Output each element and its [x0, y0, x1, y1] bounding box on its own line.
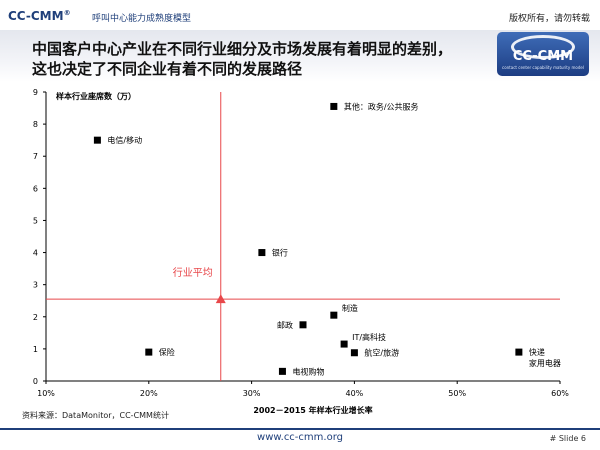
- y-tick-label: 9: [33, 88, 38, 97]
- footer-url[interactable]: www.cc-cmm.org: [257, 432, 343, 443]
- data-point-label: 家用电器: [529, 358, 561, 368]
- x-tick-label: 10%: [37, 389, 55, 398]
- footer-divider: [0, 428, 600, 430]
- source-note: 资料来源：DataMonitor，CC-CMM统计: [22, 411, 169, 420]
- data-point-label: 电信/移动: [107, 135, 142, 145]
- scatter-chart: 0 1 2 3 4 5 6 7 8 9 10% 20% 30% 40% 50% 60% 样本行业座席数（万） 20…: [33, 88, 569, 414]
- data-point: [330, 311, 338, 319]
- data-point: [145, 348, 153, 356]
- data-point-label: 制造: [342, 303, 358, 313]
- data-point: [93, 136, 101, 144]
- x-tick-label: 50%: [448, 389, 466, 398]
- brand-name: CC-CMM®: [8, 9, 71, 23]
- data-point-label: 银行: [272, 248, 288, 258]
- y-axis-title: 样本行业座席数（万）: [56, 91, 136, 101]
- logo-tagline: contact center capability maturity model: [502, 65, 584, 70]
- data-point-label: 其他：政务/公共服务: [344, 101, 419, 111]
- data-point: [350, 349, 358, 357]
- slide-title-line-2: 这也决定了不同企业有着不同的发展路径: [32, 60, 303, 78]
- x-tick-label: 20%: [140, 389, 158, 398]
- logo-text: CC-CMM: [512, 49, 574, 64]
- average-marker: [215, 294, 226, 304]
- slide-title-line-1: 中国客户中心产业在不同行业细分及市场发展有着明显的差别，: [32, 40, 453, 58]
- top-bar: CC-CMM® 呼叫中心能力成熟度模型 版权所有，请勿转载: [0, 0, 600, 28]
- cc-cmm-logo: CC-CMM contact center capability maturit…: [497, 32, 589, 76]
- x-tick-label: 30%: [243, 389, 261, 398]
- data-point-label: 航空/旅游: [364, 348, 399, 358]
- data-point: [330, 102, 338, 110]
- y-tick-label: 0: [33, 377, 38, 386]
- y-tick-label: 7: [33, 152, 38, 161]
- brand-subtitle: 呼叫中心能力成熟度模型: [92, 14, 192, 24]
- data-point: [258, 249, 266, 257]
- y-tick-label: 3: [33, 281, 38, 290]
- x-tick-label: 40%: [346, 389, 364, 398]
- data-point-label: 保险: [159, 347, 175, 357]
- data-point: [299, 321, 307, 329]
- y-tick-label: 5: [33, 216, 38, 225]
- y-tick-label: 8: [33, 120, 38, 129]
- y-tick-label: 4: [33, 249, 38, 258]
- x-tick-label: 60%: [551, 389, 569, 398]
- y-tick-label: 2: [33, 313, 38, 322]
- data-point: [515, 348, 523, 356]
- average-label: 行业平均: [173, 266, 213, 279]
- copyright-notice: 版权所有，请勿转载: [508, 14, 590, 24]
- y-tick-label: 6: [33, 184, 38, 193]
- x-axis-title: 2002－2015 年样本行业增长率: [253, 405, 372, 414]
- y-tick-label: 1: [33, 345, 38, 354]
- data-point-label: IT/高科技: [352, 332, 386, 342]
- data-point-label: 快递: [529, 347, 545, 357]
- logo-ring-icon: [511, 35, 575, 59]
- data-point-label: 电视购物: [292, 366, 324, 376]
- data-point: [278, 367, 286, 375]
- data-point: [340, 340, 348, 348]
- slide-number: # Slide 6: [549, 434, 586, 443]
- data-point-label: 邮政: [277, 320, 293, 330]
